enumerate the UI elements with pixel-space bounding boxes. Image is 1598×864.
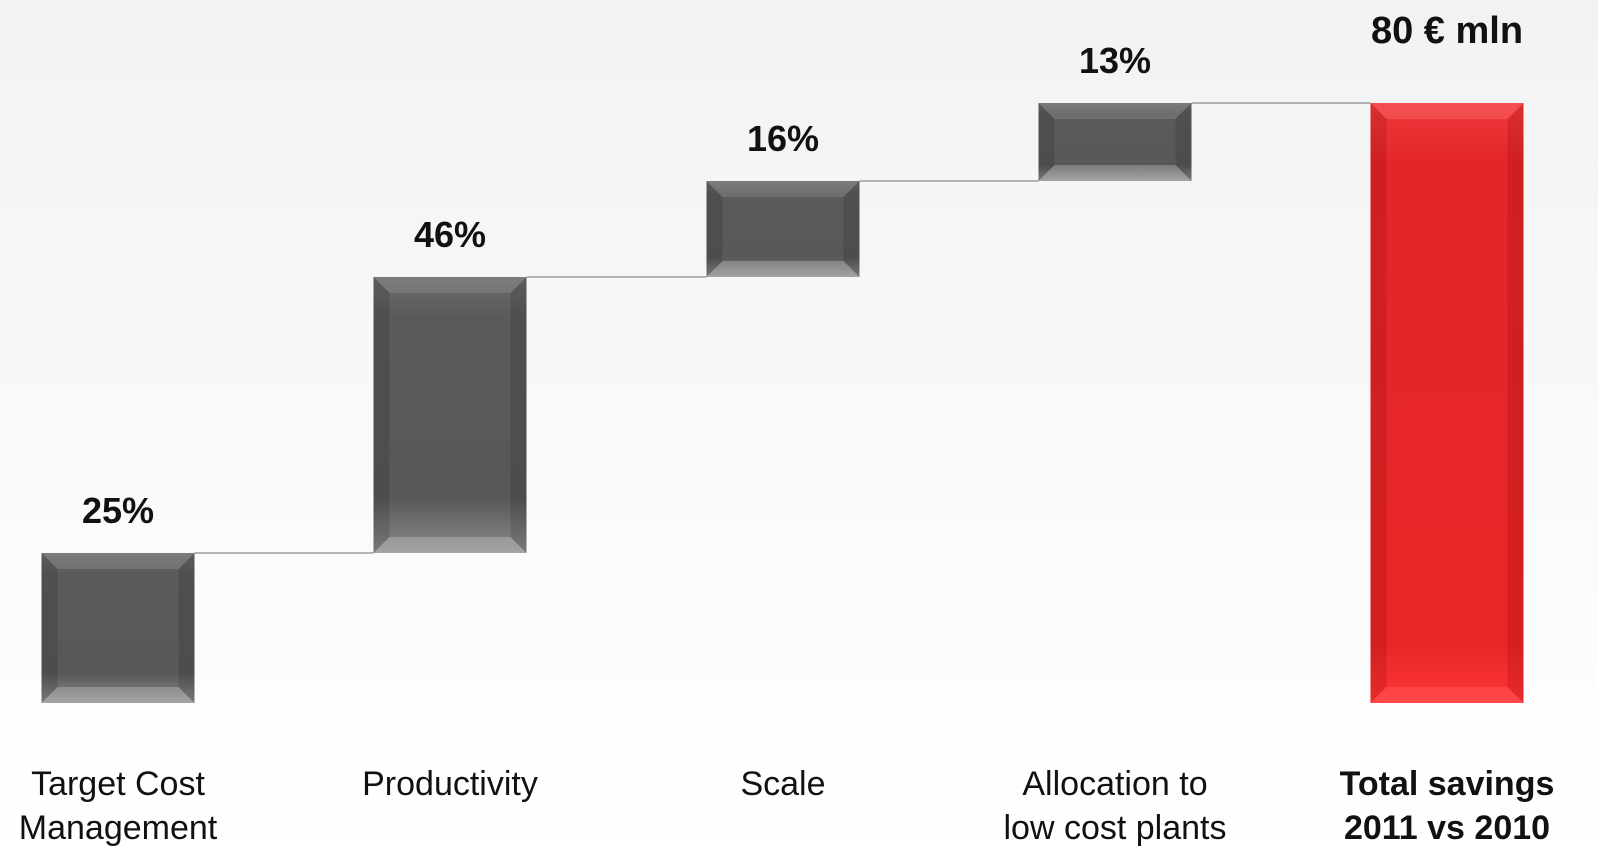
bar-allocation-to-low-cost-plants (1038, 103, 1192, 181)
value-label-target-cost-management: 25% (82, 490, 154, 531)
category-labels: Target Cost Management Productivity Scale Al… (19, 765, 1555, 847)
bars (41, 103, 1524, 703)
value-label-productivity: 46% (414, 214, 486, 255)
value-labels: 25% 46% 16% 13% 80 € mln (82, 10, 1523, 531)
value-label-scale: 16% (747, 118, 819, 159)
bar-target-cost-management (41, 553, 195, 703)
bar-productivity (373, 277, 527, 553)
category-label-scale: Scale (740, 765, 825, 803)
connector-lines (194, 102, 1371, 554)
total-value-label: 80 € mln (1371, 10, 1523, 52)
category-label-target-cost-management: Target Cost Management (19, 765, 218, 847)
category-label-allocation-to-low-cost-plants: Allocation to low cost plants (1004, 765, 1227, 847)
bar-total-savings-2011-vs-2010 (1370, 103, 1524, 703)
value-label-allocation-to-low-cost-plants: 13% (1079, 40, 1151, 81)
bar-scale (706, 181, 860, 277)
category-label-total-savings-2011-vs-2010: Total savings 2011 vs 2010 (1340, 765, 1555, 847)
category-label-productivity: Productivity (362, 765, 538, 803)
